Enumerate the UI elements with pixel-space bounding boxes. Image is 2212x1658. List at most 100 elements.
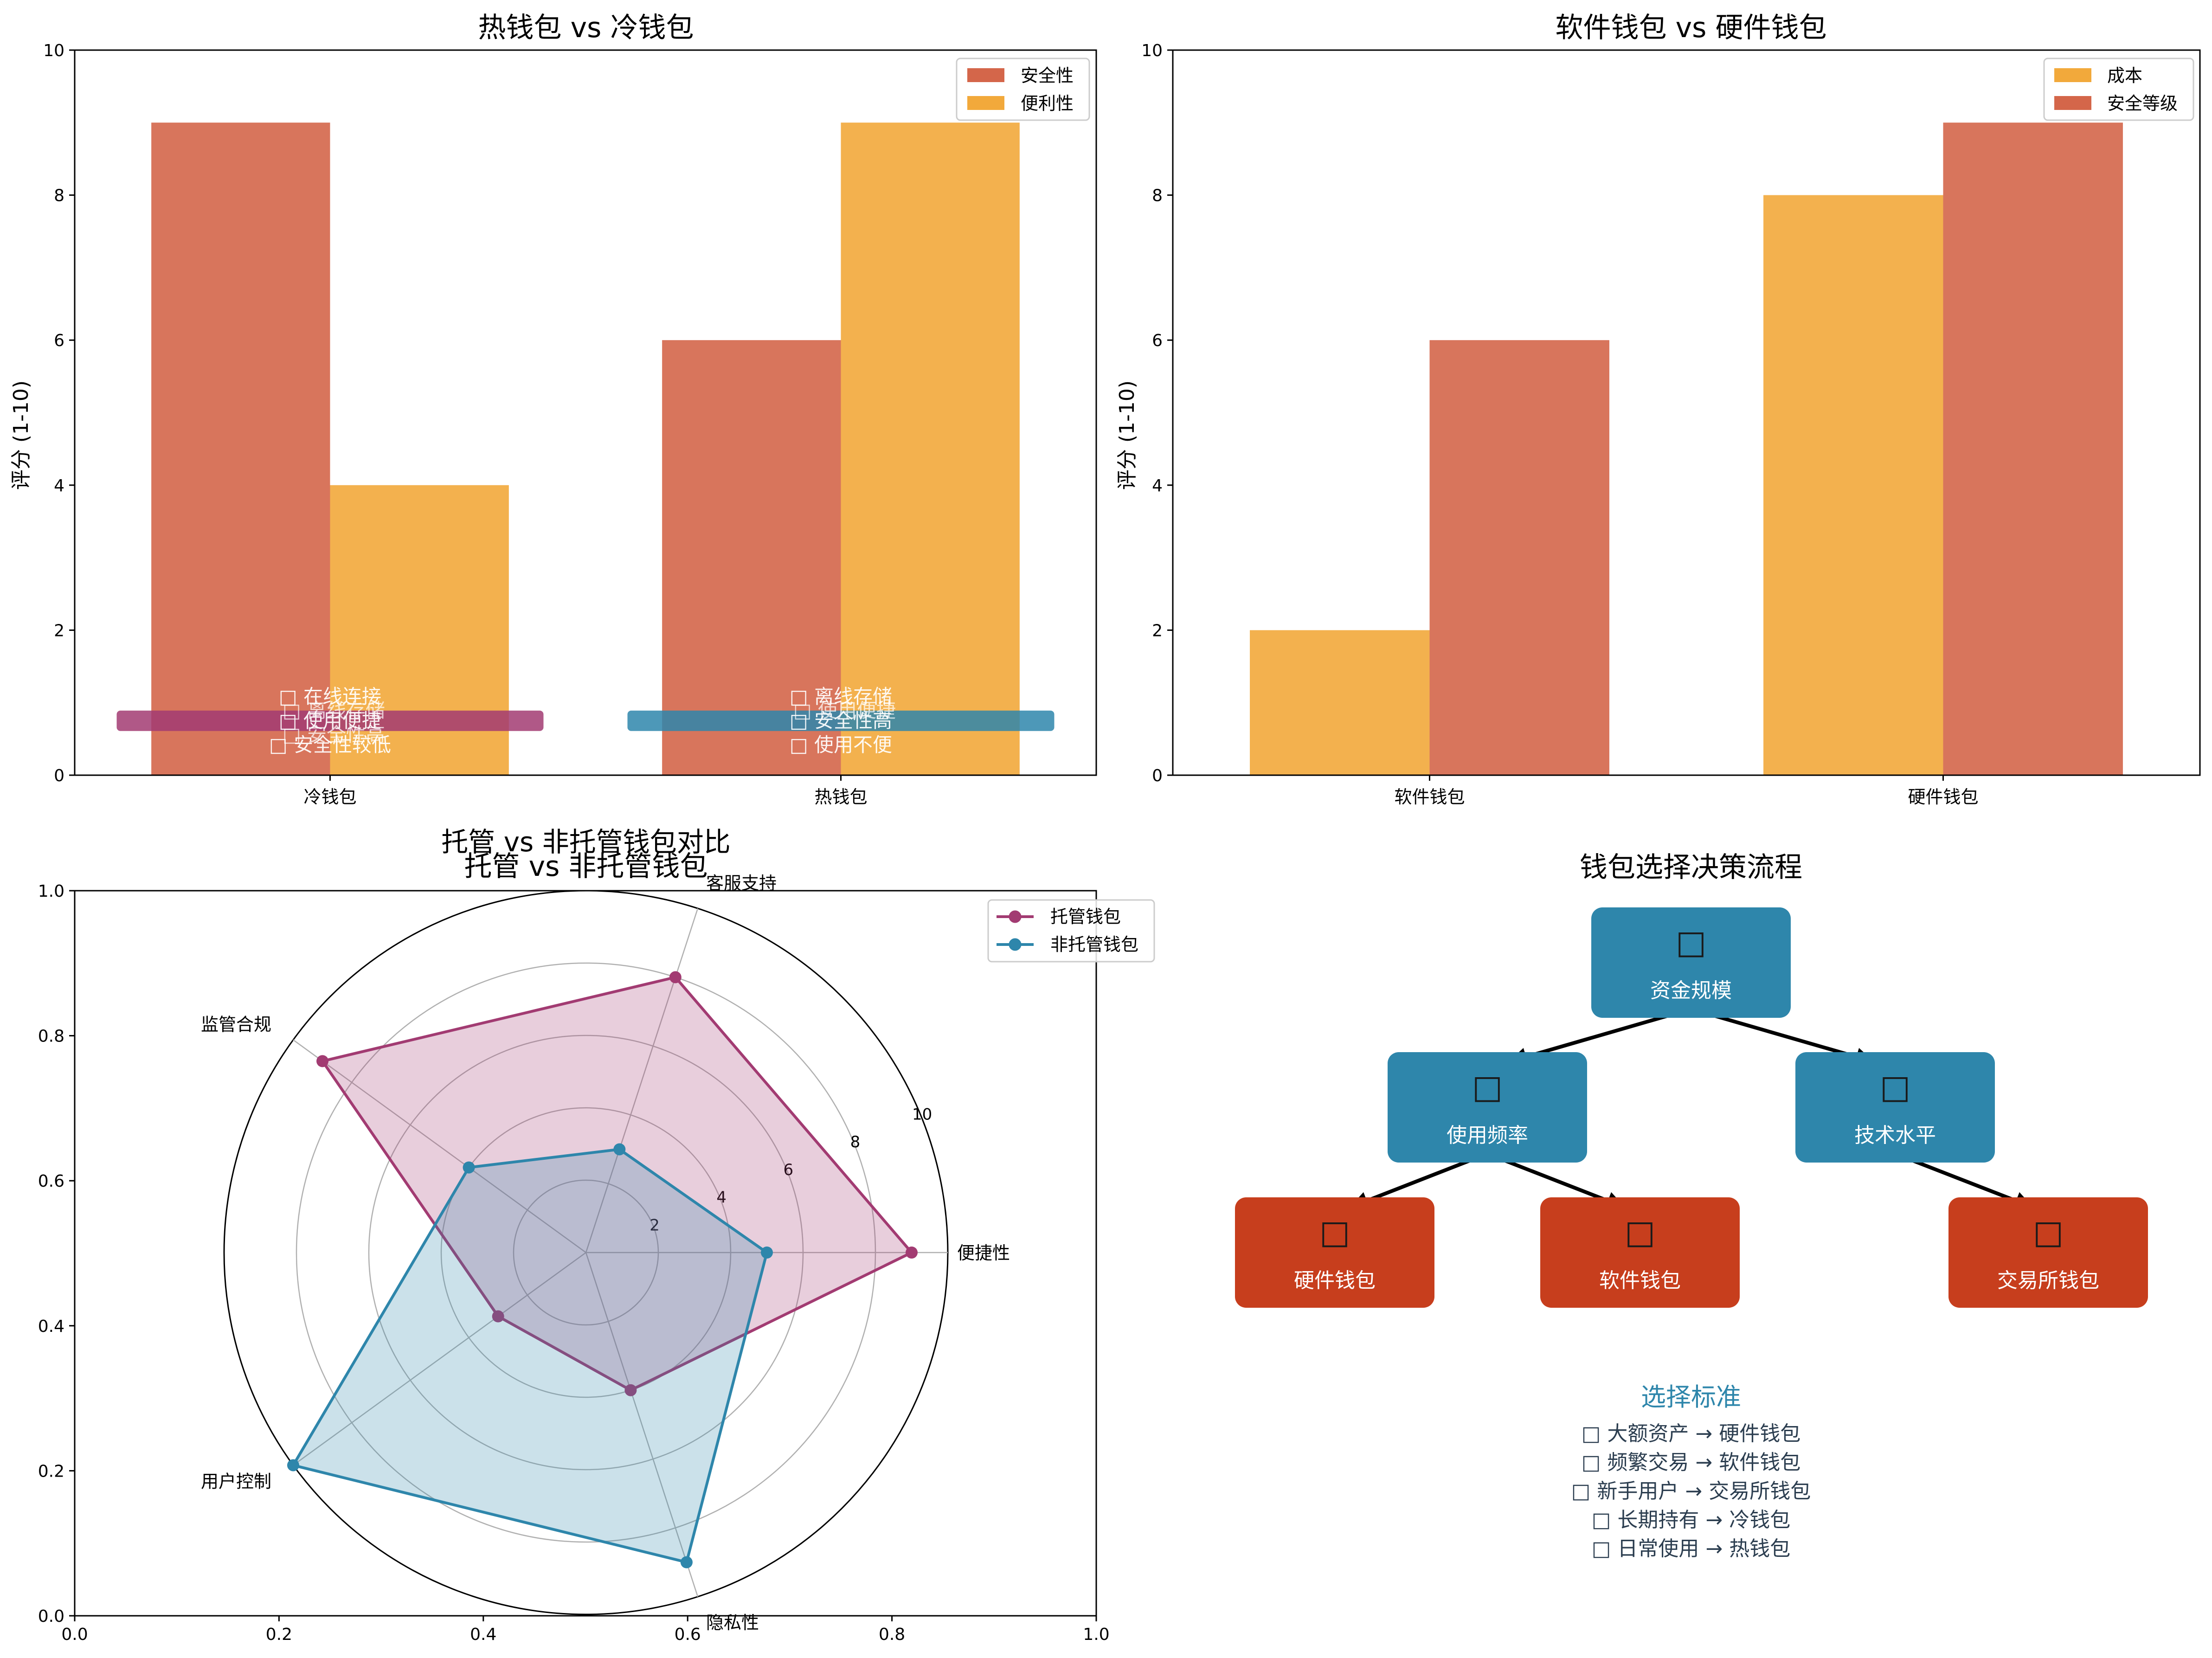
bar-a (1763, 195, 1943, 776)
y-ticks: 0 2 4 6 8 10 (1141, 41, 1173, 785)
criteria-title: 选择标准 (1641, 1382, 1741, 1412)
x-tick-label: 冷钱包 (303, 787, 356, 807)
legend-swatch-security-level (2054, 96, 2091, 110)
flow-node: □ 使用频率 (1388, 1052, 1587, 1163)
flow-node-label: 使用频率 (1447, 1124, 1528, 1147)
y-tick-label: 10 (43, 41, 64, 60)
flow-node: □ 硬件钱包 (1235, 1197, 1434, 1308)
radar-grid: 2 4 6 8 10 (223, 890, 949, 1615)
annotation-band (116, 710, 544, 731)
legend-swatch-security (967, 68, 1004, 82)
flow-node-label: 硬件钱包 (1294, 1269, 1376, 1292)
frame-y-label: 0.8 (38, 1027, 64, 1046)
chart-title: 软件钱包 vs 硬件钱包 (1556, 12, 1827, 44)
radar-point (492, 1310, 504, 1323)
frame-x-label: 0.4 (470, 1625, 496, 1644)
radar-series-area (321, 976, 913, 1392)
annotation-bands (116, 710, 1055, 731)
radar-r-label: 2 (649, 1216, 660, 1234)
frame-y-label: 0.4 (38, 1317, 64, 1336)
flow-node-label: 交易所钱包 (1997, 1269, 2099, 1292)
flow-node: □ 交易所钱包 (1948, 1197, 2148, 1308)
flow-node-icon: □ (2033, 1213, 2064, 1251)
radar-axis-label: 监管合规 (201, 1014, 271, 1035)
y-tick-label: 6 (1152, 331, 1163, 350)
y-tick-label: 0 (1152, 766, 1163, 785)
y-tick-label: 10 (1141, 41, 1163, 60)
frame-y-label: 0.6 (38, 1172, 64, 1191)
frame-ticks: 0.00.0 0.2 0.2 0.4 0.4 0.6 0.6 0.8 0.8 1.0 1.0 (38, 882, 1110, 1644)
legend-label-convenience: 便利性 (1021, 93, 1074, 114)
flow-node-icon: □ (1880, 1068, 1910, 1106)
radar-point (613, 1143, 626, 1156)
annotation-line: □ 离线存储 (790, 685, 892, 708)
y-tick-label: 0 (54, 766, 64, 785)
legend-label-security: 安全性 (1021, 65, 1074, 86)
y-tick-label: 2 (1152, 621, 1163, 640)
x-ticks: 冷钱包 热钱包 (303, 775, 868, 807)
bar-a (151, 122, 330, 775)
radar-axis-label: 便捷性 (957, 1243, 1010, 1263)
legend-swatch-convenience (967, 96, 1004, 110)
bars (151, 122, 1020, 775)
legend-marker-noncustodial (1009, 938, 1022, 951)
criteria-item: □ 新手用户 → 交易所钱包 (1571, 1479, 1811, 1503)
flow-node-icon: □ (1472, 1068, 1503, 1106)
annotation-overlay-line: □ 使用便捷 (793, 699, 896, 722)
radar-spoke (293, 1039, 586, 1253)
criteria-item: □ 长期持有 → 冷钱包 (1592, 1508, 1790, 1532)
y-axis-label: 评分 (1-10) (9, 380, 33, 490)
y-axis-label: 评分 (1-10) (1115, 380, 1139, 490)
legend-label-noncustodial: 非托管钱包 (1050, 934, 1138, 955)
bar-b (1429, 340, 1609, 775)
flow-nodes: □ 资金规模 □ 使用频率 □ 技术水平 □ 硬件钱包 □ 软件钱包 □ 交易所钱包 (1235, 907, 2148, 1308)
frame-x-label: 0.8 (879, 1625, 905, 1644)
radar-point (906, 1247, 918, 1259)
suptitle: 托管 vs 非托管钱包对比 (441, 826, 730, 858)
flow-node-box (1235, 1197, 1434, 1308)
y-tick-label: 4 (54, 476, 64, 495)
legend-marker-custodial (1009, 910, 1022, 923)
flow-node-box (1591, 907, 1791, 1018)
radar-series-area (292, 1148, 768, 1564)
annotation-line: □ 安全性高 (790, 709, 892, 732)
frame-x-label: 1.0 (1083, 1625, 1109, 1644)
flow-node-box (1795, 1052, 1995, 1163)
chart-title: 热钱包 vs 冷钱包 (478, 12, 694, 44)
legend-swatch-cost (2054, 68, 2091, 82)
x-tick-label: 热钱包 (814, 787, 867, 807)
plot-frame (74, 49, 1097, 776)
x-ticks: 软件钱包 硬件钱包 (1394, 775, 1979, 807)
flow-node-icon: □ (1625, 1213, 1655, 1251)
annotation-band (627, 710, 1055, 731)
radar-point (680, 1556, 693, 1568)
legend: 成本 安全等级 (2043, 58, 2194, 121)
flow-node: □ 软件钱包 (1540, 1197, 1740, 1308)
radar-axis-label: 用户控制 (201, 1472, 271, 1492)
criteria-item: □ 日常使用 → 热钱包 (1592, 1537, 1790, 1561)
flow-node-label: 技术水平 (1854, 1124, 1936, 1147)
bars (1250, 122, 2123, 776)
annotation-line: □ 安全性较低 (269, 733, 391, 756)
legend: 安全性 便利性 (956, 58, 1090, 121)
flow-node-box (1540, 1197, 1740, 1308)
decision-flow: 钱包选择决策流程 □ 资金规模 □ 使用频率 □ 技术水平 □ 硬件钱包 □ 软件钱包 □ 交易所钱包… (1235, 851, 2148, 1561)
legend-label-custodial: 托管钱包 (1050, 906, 1121, 927)
x-tick-label: 硬件钱包 (1908, 787, 1978, 807)
y-tick-label: 6 (54, 331, 64, 350)
frame-y-label: 0.0 (38, 1607, 64, 1626)
flow-title: 钱包选择决策流程 (1580, 851, 1802, 884)
bar-b (841, 122, 1020, 775)
x-tick-label: 软件钱包 (1394, 787, 1465, 807)
y-ticks: 0 2 4 6 8 10 (43, 41, 75, 785)
criteria-list: □ 大额资产 → 硬件钱包 □ 频繁交易 → 软件钱包 □ 新手用户 → 交易所钱包… (1571, 1422, 1811, 1561)
y-tick-label: 8 (1152, 186, 1163, 206)
radar-r-label: 4 (716, 1189, 727, 1207)
bar-b (1943, 122, 2123, 775)
flow-node-icon: □ (1319, 1213, 1350, 1251)
radar-r-label: 10 (912, 1105, 932, 1124)
